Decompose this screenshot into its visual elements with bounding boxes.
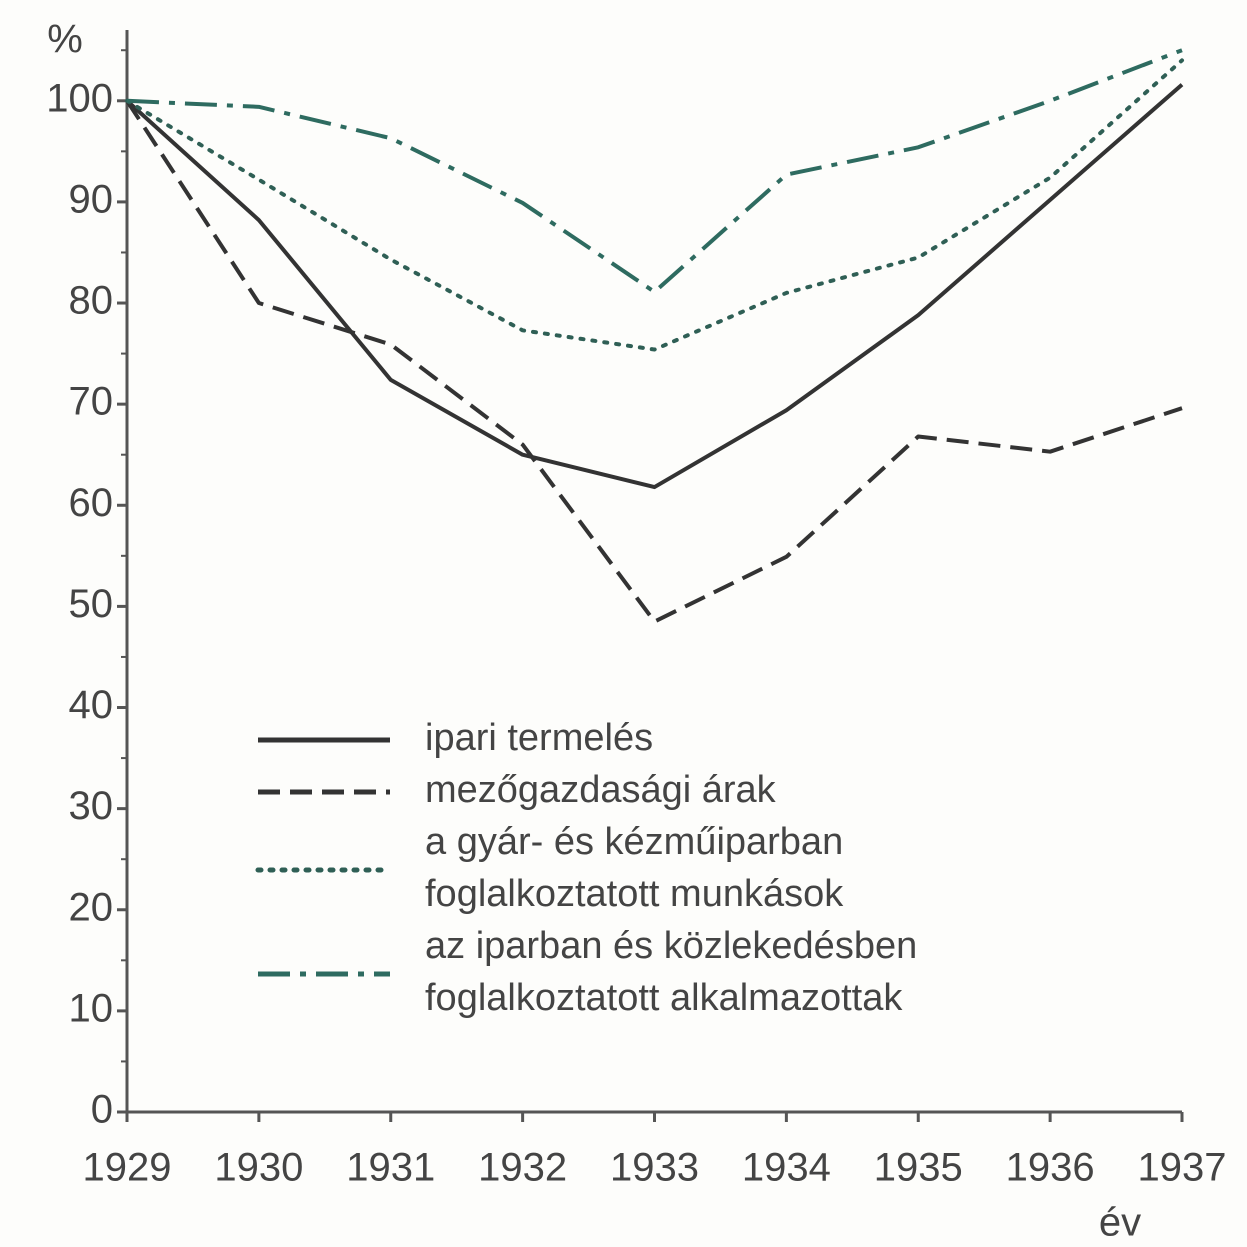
y-tick-label: 40 [69, 683, 114, 727]
y-tick-label: 80 [69, 279, 114, 323]
page: % év 0 10 20 30 40 50 60 70 80 90 100 1929 1930 1931 1… [0, 0, 1247, 1247]
y-tick-label: 70 [69, 380, 114, 424]
x-tick-label: 1933 [610, 1146, 699, 1190]
y-tick-label: 20 [69, 885, 114, 929]
y-tick-label: 60 [69, 481, 114, 525]
x-tick-label: 1934 [742, 1146, 831, 1190]
x-tick-label: 1929 [83, 1146, 172, 1190]
y-tick-label: 0 [91, 1088, 113, 1132]
legend-label: a gyár- és kézműiparban foglalkoztatott … [425, 816, 843, 920]
series-line [127, 101, 1182, 622]
y-axis-label: % [47, 18, 83, 62]
legend-label: az iparban és közlekedésben foglalkoztat… [425, 920, 917, 1024]
y-tick-label: 10 [69, 986, 114, 1030]
series-line [127, 85, 1182, 487]
y-tick-label: 50 [69, 582, 114, 626]
x-tick-label: 1937 [1138, 1146, 1227, 1190]
legend-label: ipari termelés [425, 712, 653, 764]
x-tick-label: 1935 [874, 1146, 963, 1190]
legend-label: mezőgazdasági árak [425, 764, 776, 816]
x-tick-label: 1931 [346, 1146, 435, 1190]
chart: % év 0 10 20 30 40 50 60 70 80 90 100 1929 1930 1931 1… [0, 0, 1247, 1247]
series-line [127, 50, 1182, 292]
x-tick-label: 1932 [478, 1146, 567, 1190]
x-tick-label: 1930 [214, 1146, 303, 1190]
y-tick-label: 90 [69, 177, 114, 221]
x-tick-label: 1936 [1006, 1146, 1095, 1190]
x-axis-label: év [1099, 1201, 1141, 1245]
series-line [127, 60, 1182, 349]
y-tick-label: 100 [46, 76, 113, 120]
y-tick-label: 30 [69, 784, 114, 828]
